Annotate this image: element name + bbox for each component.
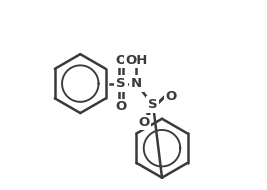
Text: O: O <box>116 100 127 113</box>
Text: O: O <box>138 116 150 129</box>
Text: O: O <box>116 54 127 67</box>
Text: S: S <box>148 98 157 111</box>
Text: O: O <box>165 90 176 103</box>
Text: S: S <box>116 77 126 90</box>
Text: OH: OH <box>125 54 148 67</box>
Text: N: N <box>131 77 142 90</box>
